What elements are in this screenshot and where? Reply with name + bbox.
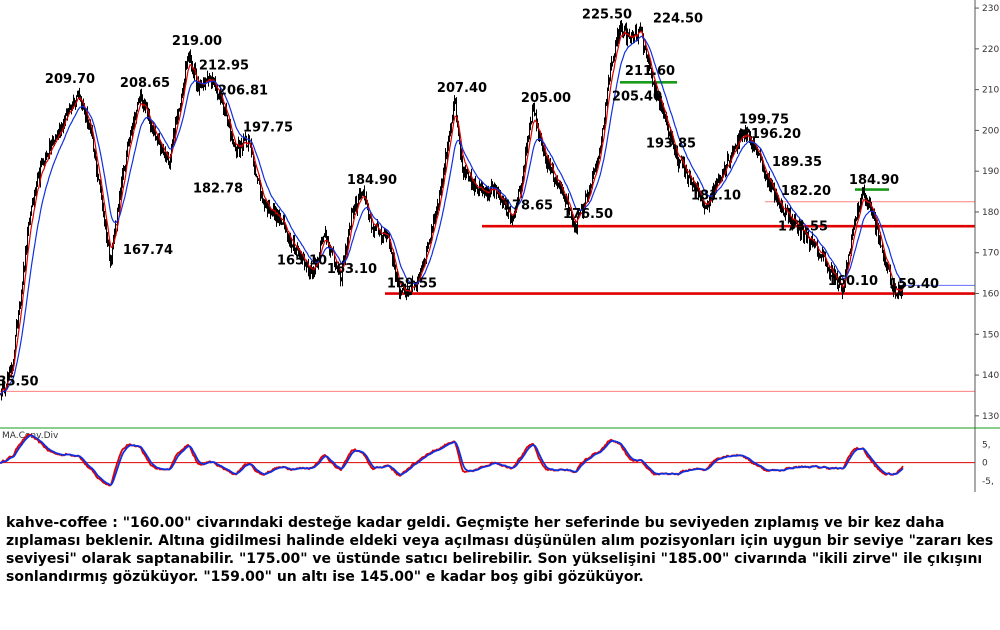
macd-panel: MA.Conv.Div 5,0-5, xyxy=(0,428,994,492)
price-annotation: 199.75 xyxy=(739,112,789,127)
fast-moving-average-line xyxy=(0,30,904,396)
price-annotation: 181.10 xyxy=(691,188,741,203)
price-annotation: 165.10 xyxy=(277,254,327,269)
macd-y-axis: 5, 0 -5, xyxy=(974,428,994,492)
macd-tick-label: 5, xyxy=(982,441,991,451)
price-annotation: 160.10 xyxy=(828,274,878,289)
analysis-commentary: kahve-coffee : "160.00" civarındaki dest… xyxy=(6,515,994,585)
price-tick-label: 140 xyxy=(982,371,999,381)
price-annotation: 178.65 xyxy=(503,198,553,213)
price-tick-label: 190 xyxy=(982,167,999,177)
price-annotation: 35.50 xyxy=(0,374,39,389)
price-annotation: 167.74 xyxy=(123,243,173,258)
price-tick-label: 160 xyxy=(982,290,999,300)
price-annotation: 189.35 xyxy=(772,155,822,170)
price-annotation: 182.78 xyxy=(193,182,243,197)
price-annotation: 211.60 xyxy=(625,64,675,79)
price-annotation: 196.20 xyxy=(751,127,801,142)
macd-tick-label: 0 xyxy=(982,459,988,469)
macd-signal-line xyxy=(0,434,904,486)
support-resistance-lines xyxy=(0,80,975,392)
price-annotation: 207.40 xyxy=(437,81,487,96)
price-tick-label: 180 xyxy=(982,208,999,218)
price-annotation: 182.20 xyxy=(781,184,831,199)
price-annotation: 209.70 xyxy=(45,72,95,87)
price-annotation: 176.50 xyxy=(563,207,613,222)
price-annotation: 159.55 xyxy=(387,276,437,291)
price-annotation: 212.95 xyxy=(199,59,249,74)
price-annotation: 173.55 xyxy=(778,219,828,234)
macd-tick-label: -5, xyxy=(982,477,994,487)
price-annotation: 193.85 xyxy=(646,136,696,151)
price-chart: 209.70 208.65 219.00 212.95 206.81 197.75 182.… xyxy=(0,0,1000,500)
price-annotation: 163.10 xyxy=(327,262,377,277)
price-annotation: 205.00 xyxy=(521,91,571,106)
price-tick-label: 200 xyxy=(982,126,999,136)
price-y-axis: 130 140 150 160 170 180 190 200 210 220 230 xyxy=(974,0,999,428)
price-annotation: 184.90 xyxy=(849,173,899,188)
price-annotation: 206.81 xyxy=(218,84,268,99)
price-annotation: 197.75 xyxy=(243,121,293,136)
price-annotation: 224.50 xyxy=(653,12,703,27)
slow-moving-average-line xyxy=(0,35,904,395)
price-tick-label: 170 xyxy=(982,249,999,259)
price-annotation: 205.40 xyxy=(612,89,662,104)
price-annotation: 208.65 xyxy=(120,76,170,91)
price-tick-label: 130 xyxy=(982,412,999,422)
price-tick-label: 210 xyxy=(982,86,999,96)
price-tick-label: 220 xyxy=(982,45,999,55)
price-annotation: 219.00 xyxy=(172,34,222,49)
price-annotation: 159.40 xyxy=(889,277,939,292)
price-tick-label: 230 xyxy=(982,4,999,14)
price-annotation: 225.50 xyxy=(582,7,632,22)
price-tick-label: 150 xyxy=(982,330,999,340)
chart-background xyxy=(0,0,1000,500)
price-annotations: 209.70 208.65 219.00 212.95 206.81 197.75 182.… xyxy=(0,7,939,389)
price-annotation: 184.90 xyxy=(347,173,397,188)
